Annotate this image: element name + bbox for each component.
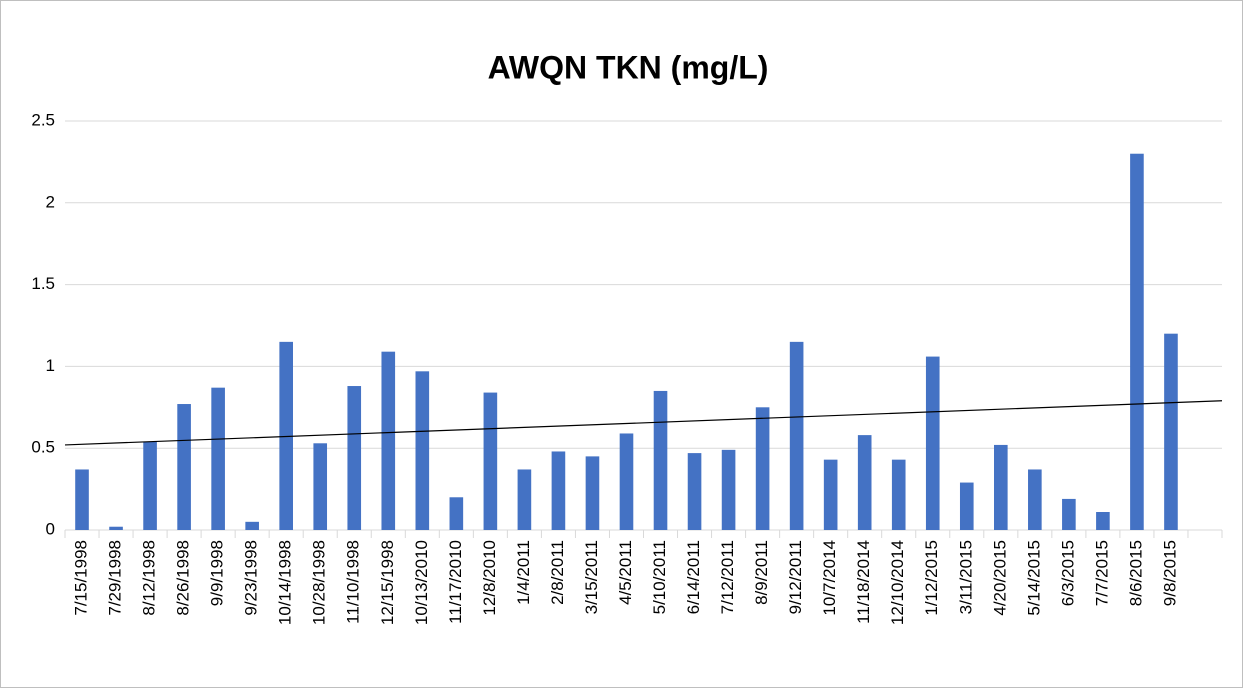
bar bbox=[755, 407, 770, 530]
x-tick-label: 10/13/2010 bbox=[412, 540, 431, 625]
bar bbox=[1096, 512, 1110, 530]
x-tick-label: 11/18/2014 bbox=[854, 540, 873, 624]
x-tick-label: 11/10/1998 bbox=[344, 540, 363, 624]
bar bbox=[721, 449, 736, 530]
x-tick-label: 11/17/2010 bbox=[446, 540, 465, 624]
x-tick-label: 12/15/1998 bbox=[378, 540, 397, 625]
bar bbox=[177, 404, 191, 530]
trendline bbox=[64, 400, 1223, 446]
bar bbox=[347, 386, 362, 530]
bar bbox=[959, 482, 974, 530]
bar bbox=[994, 444, 1008, 530]
x-tick-label: 7/12/2011 bbox=[718, 540, 737, 614]
y-tick-label: 2.5 bbox=[31, 110, 55, 129]
bar bbox=[823, 459, 838, 530]
x-tick-label: 8/12/1998 bbox=[140, 540, 159, 616]
bar bbox=[1028, 469, 1042, 530]
bar bbox=[211, 387, 225, 530]
bar bbox=[687, 453, 702, 530]
x-tick-label: 3/11/2015 bbox=[956, 540, 975, 614]
bar bbox=[925, 356, 940, 530]
bar bbox=[245, 521, 259, 530]
x-tick-label: 4/5/2011 bbox=[616, 540, 635, 605]
bar bbox=[551, 451, 566, 530]
bar bbox=[653, 390, 668, 530]
bar bbox=[109, 526, 123, 530]
bar bbox=[75, 469, 89, 530]
y-tick-label: 1 bbox=[46, 356, 55, 375]
bar bbox=[381, 351, 396, 530]
bar bbox=[1062, 498, 1076, 530]
x-tick-label: 7/7/2015 bbox=[1092, 540, 1111, 606]
x-tick-label: 9/8/2015 bbox=[1160, 540, 1179, 606]
x-tick-label: 12/8/2010 bbox=[480, 540, 499, 616]
y-tick-label: 0.5 bbox=[31, 438, 55, 457]
x-tick-label: 2/8/2011 bbox=[548, 540, 567, 605]
x-tick-label: 9/23/1998 bbox=[242, 540, 261, 616]
y-tick-label: 0 bbox=[46, 519, 55, 538]
x-tick-label: 12/10/2014 bbox=[888, 540, 907, 625]
bar bbox=[857, 435, 872, 530]
x-tick-label: 8/26/1998 bbox=[174, 540, 193, 616]
x-tick-label: 9/9/1998 bbox=[208, 540, 227, 606]
bar bbox=[1164, 333, 1178, 530]
bar bbox=[517, 469, 532, 530]
bar bbox=[449, 497, 464, 530]
x-tick-label: 6/14/2011 bbox=[684, 540, 703, 614]
x-tick-label: 3/15/2011 bbox=[582, 540, 601, 614]
bar bbox=[891, 459, 906, 530]
x-tick-label: 10/14/1998 bbox=[276, 540, 295, 625]
bar bbox=[789, 341, 804, 530]
x-tick-label: 4/20/2015 bbox=[990, 540, 1009, 616]
x-tick-label: 7/15/1998 bbox=[71, 540, 90, 616]
y-tick-label: 1.5 bbox=[31, 274, 55, 293]
y-tick-label: 2 bbox=[46, 192, 55, 211]
chart-title: AWQN TKN (mg/L) bbox=[488, 49, 769, 85]
x-tick-label: 1/4/2011 bbox=[514, 540, 533, 605]
x-tick-label: 7/29/1998 bbox=[106, 540, 125, 616]
x-tick-label: 5/10/2011 bbox=[650, 540, 669, 614]
bar bbox=[415, 371, 430, 530]
bar bbox=[483, 392, 498, 530]
x-tick-label: 5/14/2015 bbox=[1024, 540, 1043, 616]
x-tick-label: 9/12/2011 bbox=[786, 540, 805, 614]
bar bbox=[619, 433, 634, 530]
x-tick-label: 10/28/1998 bbox=[310, 540, 329, 625]
bar bbox=[143, 441, 157, 530]
x-tick-label: 8/9/2011 bbox=[752, 540, 771, 605]
bar bbox=[1130, 153, 1144, 530]
x-tick-label: 1/12/2015 bbox=[922, 540, 941, 616]
x-tick-label: 6/3/2015 bbox=[1058, 540, 1077, 606]
x-tick-label: 8/6/2015 bbox=[1126, 540, 1145, 606]
x-tick-label: 10/7/2014 bbox=[820, 540, 839, 616]
bar bbox=[585, 456, 600, 530]
bar bbox=[313, 443, 328, 530]
